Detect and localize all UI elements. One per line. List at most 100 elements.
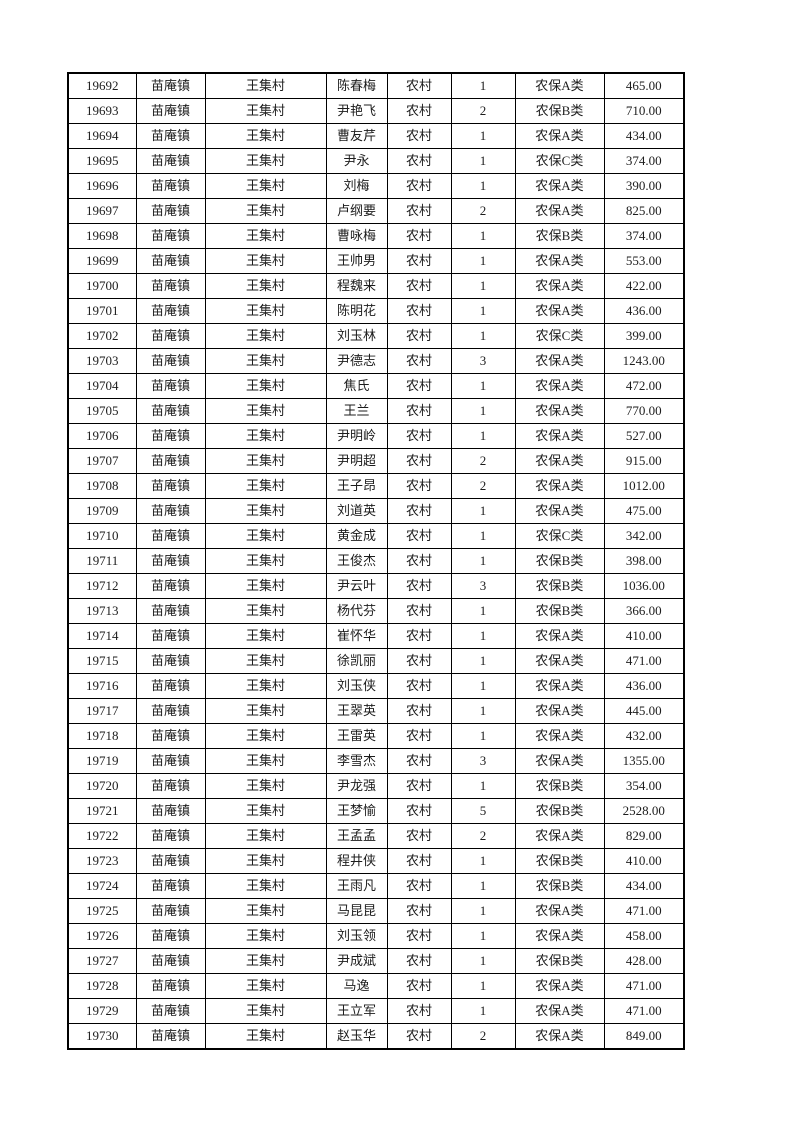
cell-person-name: 焦氏 [325, 373, 388, 399]
cell-person-count: 1 [450, 923, 516, 949]
cell-person-count: 1 [450, 123, 516, 149]
cell-town: 苗庵镇 [135, 473, 206, 499]
cell-residence-type: 农村 [386, 848, 452, 874]
cell-village: 王集村 [204, 398, 327, 424]
cell-person-name: 刘玉林 [325, 323, 388, 349]
cell-person-name: 陈春梅 [325, 72, 388, 99]
table-row: 19718 苗庵镇 王集村 王雷英 农村 1 农保A类 432.00 [67, 723, 685, 749]
cell-village: 王集村 [204, 223, 327, 249]
cell-person-name: 程井侠 [325, 848, 388, 874]
cell-village: 王集村 [204, 523, 327, 549]
cell-residence-type: 农村 [386, 723, 452, 749]
table-row: 19700 苗庵镇 王集村 程魏来 农村 1 农保A类 422.00 [67, 273, 685, 299]
table-row: 19705 苗庵镇 王集村 王兰 农村 1 农保A类 770.00 [67, 398, 685, 424]
table-row: 19701 苗庵镇 王集村 陈明花 农村 1 农保A类 436.00 [67, 298, 685, 324]
cell-village: 王集村 [204, 623, 327, 649]
cell-serial-number: 19710 [67, 523, 137, 549]
cell-person-count: 1 [450, 773, 516, 799]
cell-village: 王集村 [204, 998, 327, 1024]
cell-village: 王集村 [204, 973, 327, 999]
cell-insurance-category: 农保B类 [514, 98, 605, 124]
table-row: 19714 苗庵镇 王集村 崔怀华 农村 1 农保A类 410.00 [67, 623, 685, 649]
cell-village: 王集村 [204, 198, 327, 224]
cell-insurance-category: 农保A类 [514, 473, 605, 499]
cell-residence-type: 农村 [386, 223, 452, 249]
cell-insurance-category: 农保B类 [514, 573, 605, 599]
cell-town: 苗庵镇 [135, 673, 206, 699]
cell-amount: 849.00 [603, 1023, 685, 1050]
cell-insurance-category: 农保A类 [514, 723, 605, 749]
cell-insurance-category: 农保B类 [514, 848, 605, 874]
cell-person-name: 程魏来 [325, 273, 388, 299]
cell-serial-number: 19722 [67, 823, 137, 849]
cell-town: 苗庵镇 [135, 798, 206, 824]
table-row: 19711 苗庵镇 王集村 王俊杰 农村 1 农保B类 398.00 [67, 548, 685, 574]
cell-amount: 399.00 [603, 323, 685, 349]
cell-serial-number: 19727 [67, 948, 137, 974]
cell-amount: 471.00 [603, 648, 685, 674]
cell-serial-number: 19695 [67, 148, 137, 174]
cell-serial-number: 19725 [67, 898, 137, 924]
cell-amount: 432.00 [603, 723, 685, 749]
cell-insurance-category: 农保C类 [514, 148, 605, 174]
cell-serial-number: 19705 [67, 398, 137, 424]
cell-person-name: 王雷英 [325, 723, 388, 749]
cell-amount: 410.00 [603, 623, 685, 649]
cell-town: 苗庵镇 [135, 1023, 206, 1050]
cell-insurance-category: 农保A类 [514, 248, 605, 274]
cell-insurance-category: 农保A类 [514, 498, 605, 524]
cell-insurance-category: 农保B类 [514, 773, 605, 799]
cell-serial-number: 19717 [67, 698, 137, 724]
cell-person-name: 陈明花 [325, 298, 388, 324]
cell-person-count: 1 [450, 323, 516, 349]
cell-village: 王集村 [204, 948, 327, 974]
cell-insurance-category: 农保A类 [514, 973, 605, 999]
cell-person-count: 1 [450, 72, 516, 99]
cell-person-count: 1 [450, 848, 516, 874]
cell-serial-number: 19713 [67, 598, 137, 624]
cell-person-name: 杨代芬 [325, 598, 388, 624]
cell-serial-number: 19719 [67, 748, 137, 774]
cell-residence-type: 农村 [386, 448, 452, 474]
cell-amount: 825.00 [603, 198, 685, 224]
cell-village: 王集村 [204, 323, 327, 349]
cell-town: 苗庵镇 [135, 873, 206, 899]
cell-residence-type: 农村 [386, 348, 452, 374]
cell-serial-number: 19715 [67, 648, 137, 674]
cell-insurance-category: 农保A类 [514, 423, 605, 449]
table-row: 19692 苗庵镇 王集村 陈春梅 农村 1 农保A类 465.00 [67, 72, 685, 99]
table-row: 19712 苗庵镇 王集村 尹云叶 农村 3 农保B类 1036.00 [67, 573, 685, 599]
cell-person-count: 1 [450, 423, 516, 449]
cell-town: 苗庵镇 [135, 823, 206, 849]
cell-serial-number: 19716 [67, 673, 137, 699]
cell-amount: 527.00 [603, 423, 685, 449]
cell-village: 王集村 [204, 798, 327, 824]
cell-serial-number: 19726 [67, 923, 137, 949]
cell-person-count: 1 [450, 973, 516, 999]
cell-serial-number: 19721 [67, 798, 137, 824]
cell-village: 王集村 [204, 248, 327, 274]
cell-residence-type: 农村 [386, 673, 452, 699]
cell-town: 苗庵镇 [135, 923, 206, 949]
cell-town: 苗庵镇 [135, 748, 206, 774]
cell-amount: 390.00 [603, 173, 685, 199]
cell-person-count: 1 [450, 273, 516, 299]
cell-serial-number: 19730 [67, 1023, 137, 1050]
cell-insurance-category: 农保A类 [514, 748, 605, 774]
cell-residence-type: 农村 [386, 423, 452, 449]
cell-village: 王集村 [204, 98, 327, 124]
cell-town: 苗庵镇 [135, 548, 206, 574]
cell-person-count: 3 [450, 748, 516, 774]
table-row: 19722 苗庵镇 王集村 王孟孟 农村 2 农保A类 829.00 [67, 823, 685, 849]
cell-residence-type: 农村 [386, 173, 452, 199]
cell-town: 苗庵镇 [135, 323, 206, 349]
cell-person-count: 2 [450, 98, 516, 124]
cell-person-name: 王帅男 [325, 248, 388, 274]
table-row: 19703 苗庵镇 王集村 尹德志 农村 3 农保A类 1243.00 [67, 348, 685, 374]
cell-village: 王集村 [204, 873, 327, 899]
cell-village: 王集村 [204, 498, 327, 524]
table-row: 19707 苗庵镇 王集村 尹明超 农村 2 农保A类 915.00 [67, 448, 685, 474]
cell-residence-type: 农村 [386, 72, 452, 99]
cell-insurance-category: 农保A类 [514, 623, 605, 649]
